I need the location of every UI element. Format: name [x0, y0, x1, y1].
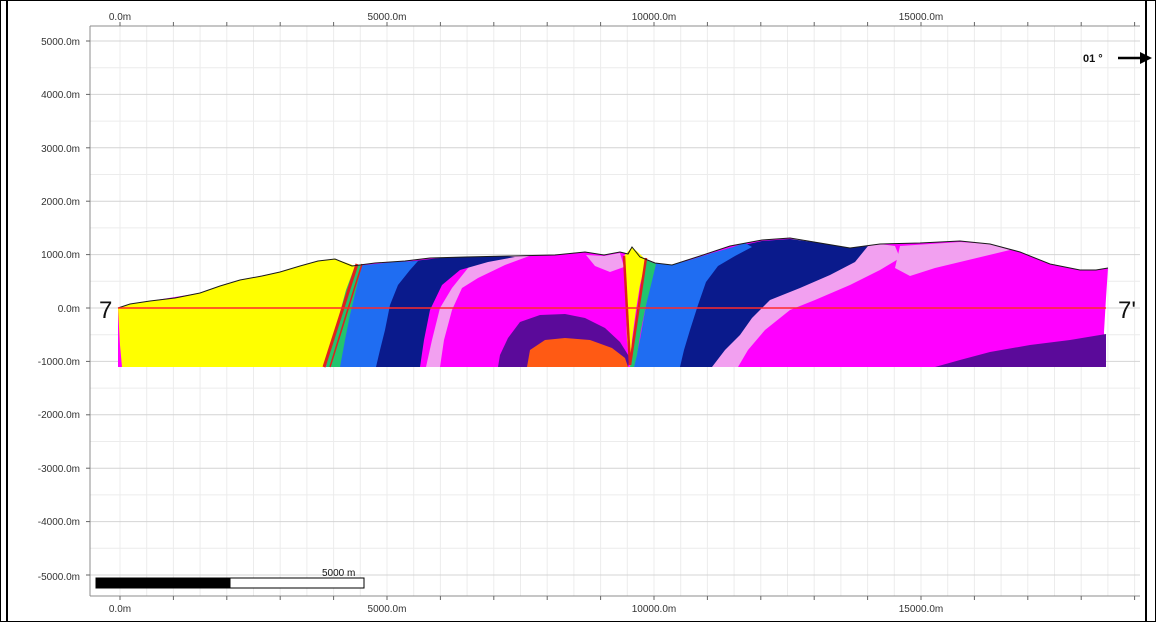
- x-tick-label-top: 10000.0m: [632, 12, 676, 23]
- y-tick-label: -5000.0m: [38, 572, 80, 583]
- x-tick-label-top: 0.0m: [109, 12, 131, 23]
- section-end-label: 7': [1118, 297, 1136, 324]
- x-tick-label-bottom: 0.0m: [109, 604, 131, 615]
- unit-yellow-west: [118, 259, 355, 367]
- x-tick-labels-top: 0.0m 5000.0m 10000.0m 15000.0m: [109, 12, 943, 23]
- fault-center-east: [628, 257, 648, 366]
- unit-dark-blue-west: [372, 256, 515, 367]
- scale-bar-black-segment: [95, 577, 231, 589]
- unit-dark-blue-east: [672, 239, 868, 367]
- topography-line: [117, 237, 1109, 309]
- geologic-units: [117, 237, 1109, 368]
- y-tick-label: 4000.0m: [41, 90, 80, 101]
- x-tick-label-bottom: 10000.0m: [632, 604, 676, 615]
- section-start-label: 7: [99, 297, 112, 324]
- unit-mid-blue-east: [634, 243, 752, 367]
- y-tick-label: -1000.0m: [38, 357, 80, 368]
- unit-light-pink-west: [426, 255, 532, 367]
- y-tick-label: 3000.0m: [41, 144, 80, 155]
- unit-light-pink-cap: [586, 253, 624, 272]
- y-tick-label: 2000.0m: [41, 197, 80, 208]
- unit-mid-blue-west: [338, 261, 418, 367]
- y-tick-label: 1000.0m: [41, 250, 80, 261]
- fault-west: [322, 263, 359, 368]
- x-tick-label-top: 5000.0m: [368, 12, 407, 23]
- azimuth-indicator: 01 °: [1083, 52, 1152, 65]
- y-tick-label: -3000.0m: [38, 464, 80, 475]
- fault-west-inner: [329, 263, 363, 368]
- scale-bar-label: 5000 m: [322, 568, 355, 579]
- y-tick-label: -4000.0m: [38, 517, 80, 528]
- azimuth-label: 01 °: [1083, 53, 1103, 65]
- unit-light-pink-east: [704, 238, 900, 367]
- unit-orange-core: [527, 338, 628, 367]
- x-tick-labels-bottom: 0.0m 5000.0m 10000.0m 15000.0m: [109, 604, 943, 615]
- scale-bar: 5000 m: [95, 568, 365, 589]
- unit-purple-southeast: [935, 334, 1106, 367]
- fault-center-west: [622, 255, 632, 366]
- y-tick-label: -2000.0m: [38, 410, 80, 421]
- axis-ticks: [86, 22, 1136, 600]
- y-tick-label: 0.0m: [58, 304, 80, 315]
- unit-light-pink-far-east: [895, 242, 1010, 276]
- x-tick-label-bottom: 5000.0m: [368, 604, 407, 615]
- scale-bar-white-segment: [229, 577, 365, 589]
- y-tick-label: 5000.0m: [41, 37, 80, 48]
- unit-green-east: [630, 260, 656, 367]
- arrow-right-icon: [1140, 52, 1152, 64]
- y-tick-labels: 5000.0m 4000.0m 3000.0m 2000.0m 1000.0m …: [38, 37, 80, 583]
- x-tick-label-top: 15000.0m: [899, 12, 943, 23]
- x-tick-label-bottom: 15000.0m: [899, 604, 943, 615]
